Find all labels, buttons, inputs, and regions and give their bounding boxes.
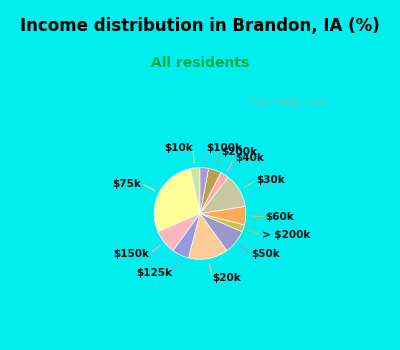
- Wedge shape: [200, 214, 242, 251]
- Text: All residents: All residents: [151, 56, 249, 70]
- Wedge shape: [200, 168, 208, 214]
- Text: $20k: $20k: [212, 273, 241, 283]
- Wedge shape: [154, 169, 200, 232]
- Wedge shape: [200, 214, 244, 232]
- Wedge shape: [188, 214, 227, 259]
- Wedge shape: [190, 168, 200, 214]
- Text: $60k: $60k: [266, 212, 294, 222]
- Text: City-Data.com: City-Data.com: [248, 98, 328, 108]
- Wedge shape: [200, 168, 221, 214]
- Text: $50k: $50k: [251, 250, 280, 259]
- Text: $40k: $40k: [235, 153, 264, 163]
- Text: $75k: $75k: [113, 179, 142, 189]
- Wedge shape: [200, 173, 228, 214]
- Text: > $200k: > $200k: [262, 230, 310, 240]
- Wedge shape: [173, 214, 200, 258]
- Text: $200k: $200k: [221, 147, 257, 156]
- Text: $125k: $125k: [136, 268, 172, 278]
- Wedge shape: [200, 206, 246, 225]
- Text: $100k: $100k: [206, 143, 242, 153]
- Text: Income distribution in Brandon, IA (%): Income distribution in Brandon, IA (%): [20, 18, 380, 35]
- Wedge shape: [200, 177, 245, 214]
- Wedge shape: [158, 214, 200, 251]
- Text: $150k: $150k: [113, 250, 149, 259]
- Text: $10k: $10k: [164, 144, 193, 153]
- Text: $30k: $30k: [256, 175, 285, 185]
